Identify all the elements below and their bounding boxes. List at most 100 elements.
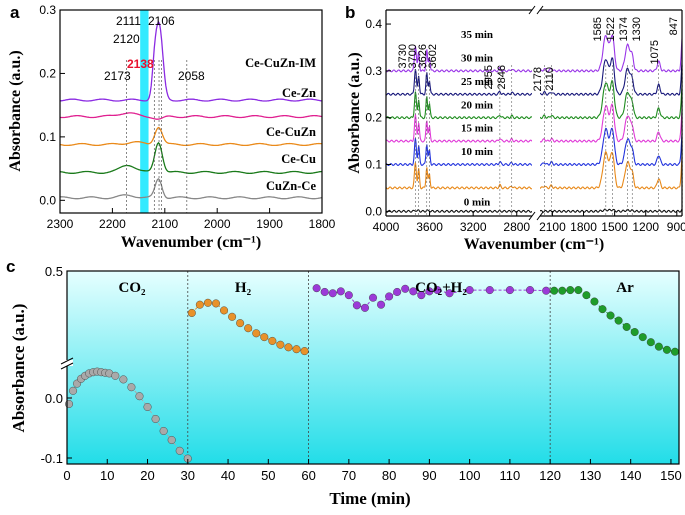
x-tick-label: 1900 [256,217,283,231]
data-point [526,286,535,295]
data-point [111,371,120,380]
x-tick-label: 2300 [47,217,74,231]
data-point [574,286,583,295]
data-point [127,383,136,392]
panel-a-label: a [10,3,20,22]
x-tick-label: 110 [500,468,521,483]
panel-a-frame [59,9,323,214]
x-tick-label: 2100 [151,217,178,231]
data-point [252,329,261,338]
peak-label: 847 [668,17,680,35]
series-line-35-min [386,45,532,73]
series-line-ce-cuzn [60,126,322,147]
data-point [220,306,229,315]
peak-label: 1522 [605,17,617,41]
peak-label: 2178 [532,67,544,91]
x-tick-label: 1800 [309,217,336,231]
data-point [187,308,196,317]
data-point [135,392,144,401]
data-point [417,291,426,300]
panel-c-frame [66,270,680,465]
x-tick-label: 2200 [99,217,126,231]
data-point [662,345,671,354]
peak-label: 3602 [427,44,439,68]
phase-label: H₂ [235,280,252,296]
peak-label: 1374 [618,17,630,41]
data-point [646,338,655,347]
series-line-25-min [540,79,682,120]
data-point [614,316,623,325]
data-point [401,284,410,293]
data-point [582,291,591,300]
series-line-25-min [386,91,532,120]
y-tick-label: 0.1 [39,130,56,144]
panel-b-ylabel: Absorbance (a.u.) [346,52,363,173]
peak-label: 1585 [592,17,604,41]
series-label: Ce-CuZn-IM [245,56,316,70]
panel-a-xlabel: Wavenumber (cm⁻¹) [121,234,261,251]
data-point [377,300,386,309]
series-line-30-min [540,57,682,96]
series-line-20-min [386,114,532,143]
panel-b-frame [385,5,683,221]
data-point [300,347,309,356]
phase-line [316,287,547,309]
peak-label: 3700 [407,44,419,68]
peak-label: 2955 [483,65,495,89]
peak-label: 2058 [178,69,205,83]
series-line-15-min [386,138,532,167]
x-tick-label: 90 [422,468,436,483]
series-label: Ce-CuZn [266,125,316,139]
x-tick-label: 140 [620,468,642,483]
x-tick-label: 150 [660,468,682,483]
phase-line [554,289,676,353]
y-tick-label: -0.1 [41,451,63,466]
x-tick-label: 30 [181,468,195,483]
x-tick-label: 20 [140,468,154,483]
data-point [292,345,301,354]
x-tick-label: 70 [342,468,356,483]
data-point [542,286,551,295]
data-point [159,427,168,436]
data-point [260,333,269,342]
data-point [167,436,176,445]
panel-a-ylabel: Absorbance (a.u.) [7,50,24,171]
data-point [268,336,277,345]
peak-label: 2111 [116,14,141,28]
phase-label: CO₂ [119,280,147,296]
x-tick-label: 4000 [373,220,400,234]
peak-label: 2110 [544,67,556,91]
series-line-10-min [386,162,532,190]
time-label: 35 min [461,29,493,41]
x-tick-label: 80 [382,468,396,483]
x-tick-label: 3600 [416,220,443,234]
series-label: Ce-Cu [281,152,316,166]
x-tick-label: 50 [261,468,275,483]
panel-b: b 4000 3600 3200 2800 2100 1800 1500 1200 900 0.0… [345,3,685,253]
data-point [670,347,679,356]
time-label: 20 min [461,99,493,111]
panel-c-background [67,271,679,464]
data-point [433,286,442,295]
data-point [590,297,599,306]
x-tick-label: 1800 [570,220,597,234]
y-tick-label: 0.0 [39,193,56,207]
data-point [195,300,204,309]
series-line-10-min [540,150,682,190]
data-point [622,322,631,331]
panel-c-ylabel: Absorbance (a.u.) [9,304,28,433]
phase-label: Ar [616,280,634,296]
data-point [320,287,329,296]
data-point [445,289,454,298]
data-point [638,333,647,342]
panel-c-xlabel: Time (min) [329,489,410,508]
highlight-band [140,10,149,213]
data-point [550,286,559,295]
y-tick-label: 0.3 [39,3,56,17]
data-point [244,324,253,333]
series-line-ce-cuzn-im [60,20,322,102]
x-tick-label: 900 [667,220,685,234]
series-line-0-min [540,208,682,213]
y-tick-label: 0.5 [45,264,63,279]
